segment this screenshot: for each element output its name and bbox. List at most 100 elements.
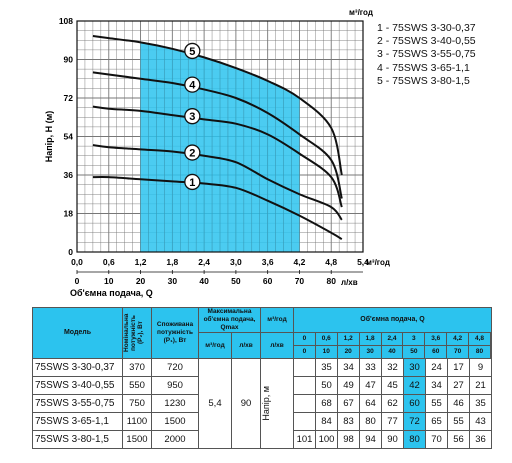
cell-qmax-lmin: 90 [231,358,261,449]
legend-item-1: 1 - 75SWS 3-30-0,37 [377,22,476,34]
cell-p2: 750 [122,394,152,413]
curves [92,34,343,241]
cell-head-6: 55 [425,394,448,413]
cell-head-2: 67 [337,394,360,413]
y-tick-label: 108 [59,16,73,26]
cell-head-1: 100 [315,430,338,449]
x-lmin-tick-label: 10 [104,276,114,286]
cell-head-0 [293,358,316,377]
cell-p1: 1230 [151,394,199,413]
y-tick-label: 18 [64,209,74,219]
cell-head-0 [293,412,316,431]
cell-p1: 1500 [151,412,199,431]
y-tick-label: 72 [64,93,74,103]
x-unit-bottom: л/хв [341,278,358,287]
x-tick-label: 3,0 [230,257,242,267]
cell-head-4: 77 [381,412,404,431]
curve-label-3: 3 [189,111,195,123]
col-unit-lmin: л/хв [260,332,294,359]
flow-m3-0: 0 [294,333,316,346]
curve-label-4: 4 [189,80,196,92]
cell-head-1: 68 [315,394,338,413]
curve-label-circle-3 [184,108,201,125]
curve-2 [92,144,343,221]
curve-label-circle-1 [184,173,201,191]
cell-head-5: 60 [403,394,426,413]
cell-p2: 550 [122,376,152,395]
legend-item-2: 2 - 75SWS 3-40-0,55 [377,35,476,48]
curve-3 [92,105,343,208]
flow-m3-6: 3,6 [424,333,448,346]
cell-model: 75SWS 3-65-1,1 [32,412,123,431]
plot-frame [76,20,364,253]
cell-head-7: 27 [447,376,470,395]
flow-lmin-5: 50 [402,345,426,358]
cell-head-6: 65 [425,412,448,431]
curve-5 [92,34,343,176]
legend-item-4: 4 - 75SWS 3-65-1,1 [377,61,470,74]
x-tick-label: 3,6 [262,257,274,267]
cell-head-1: 35 [315,358,338,377]
cell-head-4: 32 [381,358,404,377]
flow-lmin-3: 30 [359,345,382,358]
cell-head-8: 21 [469,376,492,395]
cell-head-5: 42 [403,376,426,395]
col-nominal-power: Номінальна потужність (P₂), Вт [122,307,152,359]
x-lmin-tick-label: 30 [168,276,178,286]
x-lmin-tick-label: 60 [263,276,273,286]
cell-p2: 1100 [122,412,152,431]
cell-head-4: 45 [381,376,404,395]
cell-head-5: 30 [403,358,426,377]
cell-head-5: 80 [403,430,426,449]
x-lmin-tick-label: 70 [295,276,305,286]
flow-lmin-2: 20 [337,345,360,358]
cell-head-4: 62 [381,394,404,413]
performance-table: Модель Номінальна потужність (P₂), Вт Сп… [32,307,492,449]
cell-head-3: 47 [359,376,382,395]
col-consumed-power: Споживана потужність (P₁), Вт [151,307,199,359]
flow-lmin-0: 0 [294,345,316,358]
y-tick-label: 0 [68,247,73,257]
flow-lmin-1: 10 [315,345,338,358]
x-lmin-tick-label: 20 [136,276,146,286]
curve-label-2: 2 [189,148,195,160]
flow-lmin-6: 60 [424,345,448,358]
flow-m3-7: 4,2 [446,333,470,346]
cell-head-3: 33 [359,358,382,377]
cell-head-6: 24 [425,358,448,377]
cell-p2: 370 [122,358,152,377]
x-tick-label: 1,2 [135,257,147,267]
flow-values-header: 0 0,6 1,2 1,8 2,4 3 3,6 4,2 4,8 0 10 20 30 40 50 60 70 8… [293,332,492,359]
cell-head-0: 101 [293,430,316,449]
x-tick-label: 2,4 [198,257,210,267]
table-row: 75SWS 3-55-0,75 750 1230 68 67 64 62 60 55 46 35 [32,394,492,413]
x-lmin-tick-label: 50 [231,276,241,286]
cell-p2: 1500 [122,430,152,449]
y-axis-label: Напір, Н (м) [44,111,54,163]
col-model: Модель [32,307,123,359]
cell-head-8: 43 [469,412,492,431]
x-tick-label: 0,0 [71,257,83,267]
cell-head-6: 34 [425,376,448,395]
x-lmin-tick-label: 80 [326,276,336,286]
cell-head-4: 90 [381,430,404,449]
cell-head-2: 98 [337,430,360,449]
cell-model: 75SWS 3-55-0,75 [32,394,123,413]
flow-m3-3: 1,8 [359,333,382,346]
flow-lmin-8: 80 [468,345,491,358]
cell-head-7: 55 [447,412,470,431]
curve-4 [92,71,343,199]
col-qmax: Максимальна об'ємна подача, Qmax [198,307,261,333]
x-tick-label: 4,2 [294,257,306,267]
cell-head-2: 49 [337,376,360,395]
curve-label-1: 1 [189,177,195,189]
head-label: Напір, м [260,358,294,449]
cell-head-3: 94 [359,430,382,449]
cell-p1: 950 [151,376,199,395]
curve-1 [92,175,343,241]
flow-m3-2: 1,2 [337,333,360,346]
cell-model: 75SWS 3-40-0,55 [32,376,123,395]
curve-label-5: 5 [189,46,195,58]
